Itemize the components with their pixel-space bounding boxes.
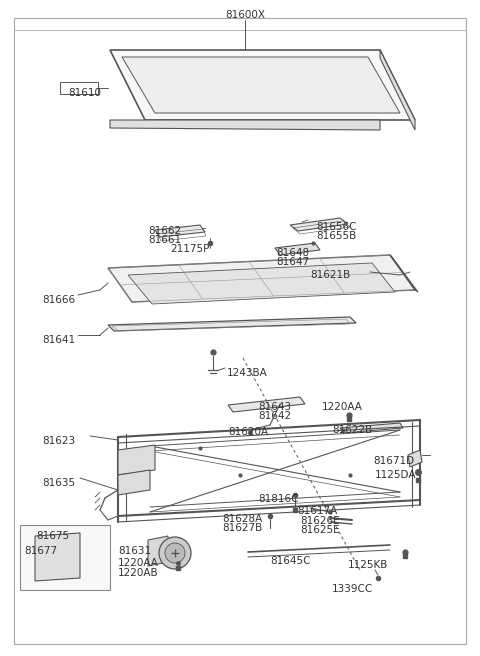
Polygon shape <box>110 50 415 120</box>
Text: 81677: 81677 <box>24 546 57 556</box>
Text: 81635: 81635 <box>42 478 75 488</box>
Polygon shape <box>122 57 400 113</box>
Text: 81662: 81662 <box>148 226 181 236</box>
Text: 81671D: 81671D <box>373 456 414 466</box>
Polygon shape <box>148 536 168 566</box>
Polygon shape <box>340 423 403 433</box>
Text: 81600X: 81600X <box>225 10 265 20</box>
Text: 81655B: 81655B <box>316 231 356 241</box>
Polygon shape <box>110 120 380 130</box>
Text: 1243BA: 1243BA <box>227 368 268 378</box>
Text: 81647: 81647 <box>276 257 309 267</box>
Text: 1125KB: 1125KB <box>348 560 388 570</box>
Circle shape <box>165 543 185 563</box>
Text: 81620A: 81620A <box>228 427 268 437</box>
Text: 1339CC: 1339CC <box>332 584 373 594</box>
Text: 81666: 81666 <box>42 295 75 305</box>
Text: 81625E: 81625E <box>300 525 340 535</box>
Polygon shape <box>228 397 305 412</box>
Text: 81622B: 81622B <box>332 425 372 435</box>
Text: 81623: 81623 <box>42 436 75 446</box>
Text: 81627B: 81627B <box>222 523 262 533</box>
Text: 81642: 81642 <box>258 411 291 421</box>
Text: 81610: 81610 <box>68 88 101 98</box>
Text: 81631: 81631 <box>118 546 151 556</box>
Text: 81648: 81648 <box>276 248 309 258</box>
Polygon shape <box>108 317 356 331</box>
Text: 81645C: 81645C <box>270 556 311 566</box>
Text: 81628A: 81628A <box>222 514 262 524</box>
Text: 1220AA: 1220AA <box>322 402 363 412</box>
Text: 81643: 81643 <box>258 402 291 412</box>
Circle shape <box>159 537 191 569</box>
Polygon shape <box>275 243 320 255</box>
Polygon shape <box>155 225 205 237</box>
Text: 1220AB: 1220AB <box>118 568 158 578</box>
Text: 81621B: 81621B <box>310 270 350 280</box>
Text: 81675: 81675 <box>36 531 69 541</box>
Polygon shape <box>380 50 415 130</box>
Text: 1125DA: 1125DA <box>375 470 417 480</box>
Text: 1220AA: 1220AA <box>118 558 159 568</box>
Polygon shape <box>35 533 80 581</box>
Polygon shape <box>108 255 415 302</box>
Text: 81626E: 81626E <box>300 516 340 526</box>
Polygon shape <box>390 255 418 292</box>
Text: 81641: 81641 <box>42 335 75 345</box>
Text: 81816C: 81816C <box>258 494 299 504</box>
Bar <box>60 82 98 94</box>
Polygon shape <box>118 445 155 475</box>
Polygon shape <box>128 263 395 304</box>
Polygon shape <box>118 470 150 495</box>
Polygon shape <box>290 218 348 231</box>
Text: 81656C: 81656C <box>316 222 357 232</box>
Bar <box>20 525 110 590</box>
Text: 21175P: 21175P <box>170 244 209 254</box>
Polygon shape <box>408 450 422 467</box>
Text: 81661: 81661 <box>148 235 181 245</box>
Text: 81617A: 81617A <box>297 506 337 516</box>
